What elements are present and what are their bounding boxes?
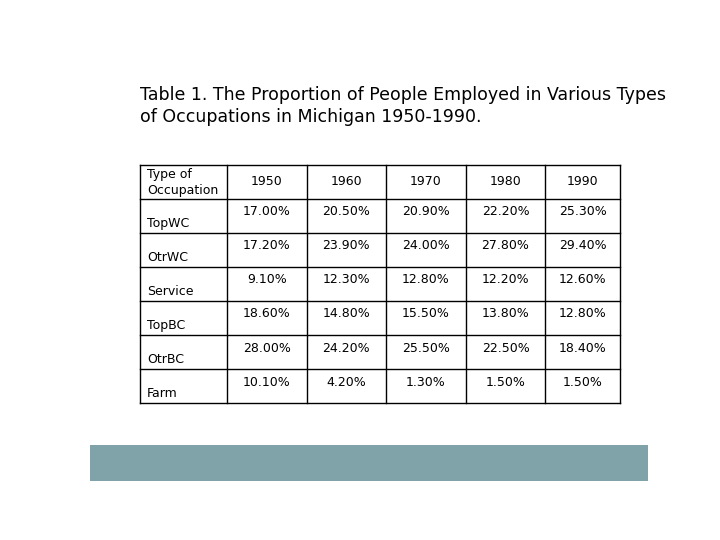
Text: 12.60%: 12.60%	[559, 273, 606, 286]
Text: of Occupations in Michigan 1950-1990.: of Occupations in Michigan 1950-1990.	[140, 109, 482, 126]
Text: 12.80%: 12.80%	[559, 307, 606, 320]
Text: 18.40%: 18.40%	[559, 341, 606, 355]
Text: 20.50%: 20.50%	[323, 205, 370, 218]
Text: 20.90%: 20.90%	[402, 205, 450, 218]
Text: TopBC: TopBC	[147, 319, 185, 332]
Text: 1960: 1960	[330, 175, 362, 188]
Text: 24.20%: 24.20%	[323, 341, 370, 355]
Text: 28.00%: 28.00%	[243, 341, 291, 355]
Text: 15.50%: 15.50%	[402, 307, 450, 320]
Text: TopWC: TopWC	[147, 217, 189, 230]
Text: 1.50%: 1.50%	[563, 376, 603, 389]
Text: 1950: 1950	[251, 175, 283, 188]
Text: 10.10%: 10.10%	[243, 376, 291, 389]
Text: 1.50%: 1.50%	[485, 376, 526, 389]
Text: 13.80%: 13.80%	[482, 307, 529, 320]
Text: 17.00%: 17.00%	[243, 205, 291, 218]
Text: 17.20%: 17.20%	[243, 239, 291, 252]
Text: 25.50%: 25.50%	[402, 341, 450, 355]
Text: 12.80%: 12.80%	[402, 273, 450, 286]
Text: 1990: 1990	[567, 175, 598, 188]
Text: 23.90%: 23.90%	[323, 239, 370, 252]
Text: 9.10%: 9.10%	[247, 273, 287, 286]
Text: 1.30%: 1.30%	[406, 376, 446, 389]
Text: OtrWC: OtrWC	[147, 251, 188, 264]
Text: Type of
Occupation: Type of Occupation	[147, 168, 218, 197]
Bar	[90, 446, 648, 481]
Text: 25.30%: 25.30%	[559, 205, 606, 218]
Bar	[140, 165, 620, 403]
Text: 1980: 1980	[490, 175, 521, 188]
Text: 14.80%: 14.80%	[323, 307, 370, 320]
Text: Service: Service	[147, 285, 194, 298]
Text: OtrBC: OtrBC	[147, 353, 184, 366]
Text: 1970: 1970	[410, 175, 442, 188]
Text: 22.20%: 22.20%	[482, 205, 529, 218]
Text: 24.00%: 24.00%	[402, 239, 450, 252]
Text: 29.40%: 29.40%	[559, 239, 606, 252]
Text: 18.60%: 18.60%	[243, 307, 291, 320]
Text: Farm: Farm	[147, 387, 178, 400]
Text: 22.50%: 22.50%	[482, 341, 529, 355]
Text: 12.20%: 12.20%	[482, 273, 529, 286]
Text: 4.20%: 4.20%	[327, 376, 366, 389]
Text: Table 1. The Proportion of People Employed in Various Types: Table 1. The Proportion of People Employ…	[140, 85, 666, 104]
Text: 27.80%: 27.80%	[482, 239, 529, 252]
Text: 12.30%: 12.30%	[323, 273, 370, 286]
